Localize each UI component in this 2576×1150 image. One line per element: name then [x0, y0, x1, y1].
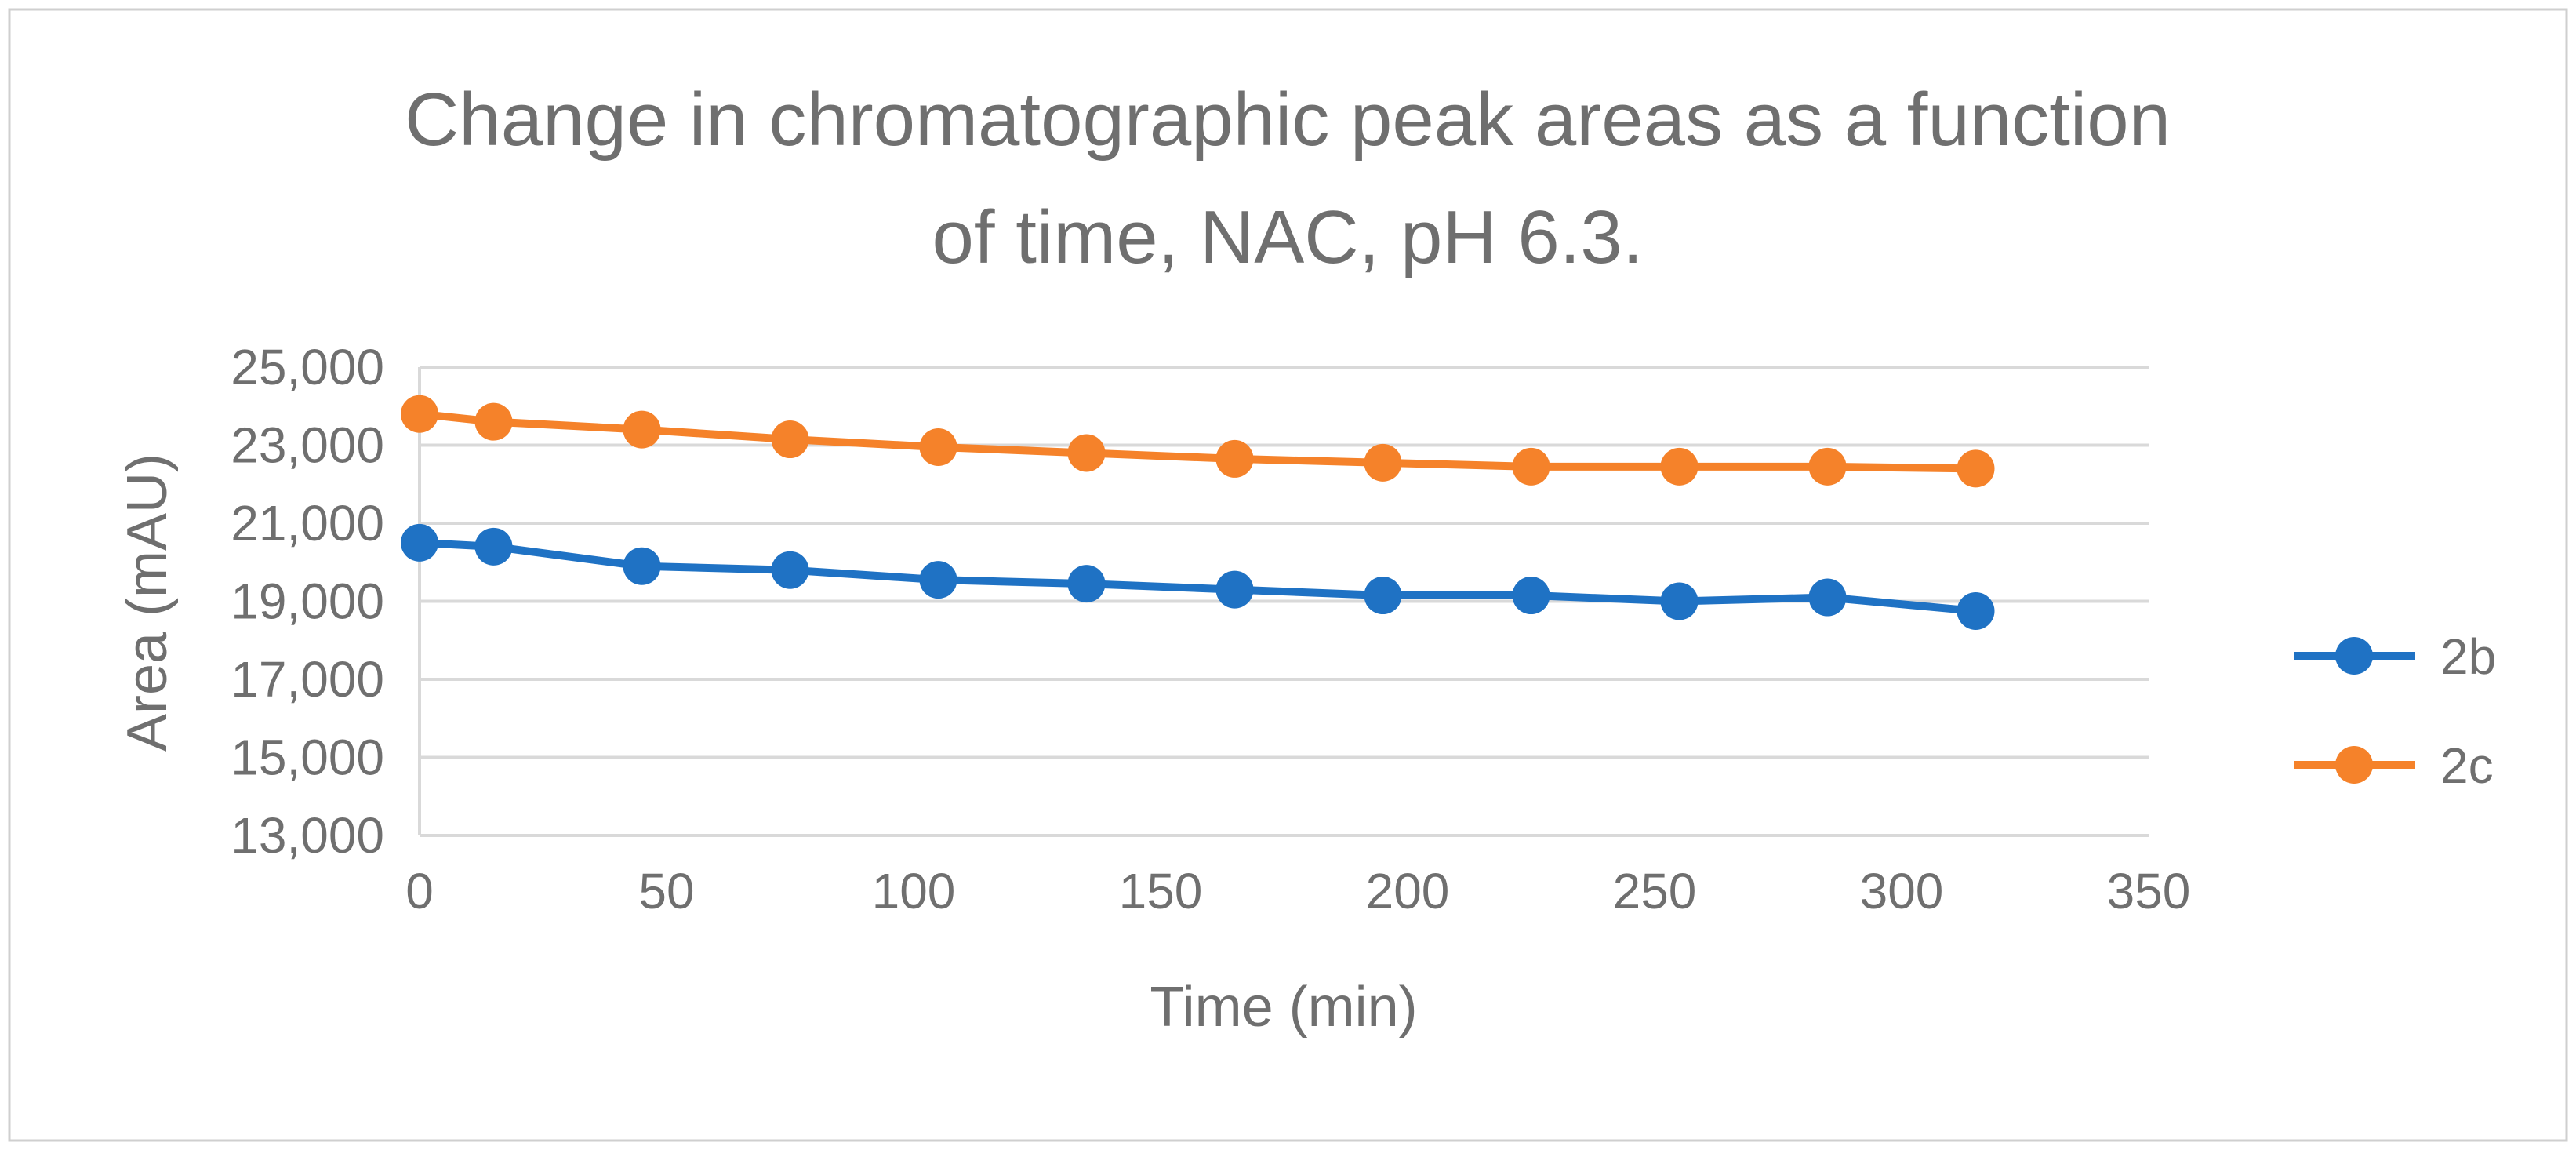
data-point-2b: [1215, 570, 1254, 609]
y-tick-label: 23,000: [231, 417, 384, 474]
y-axis-label: Area (mAU): [116, 453, 179, 752]
chart-frame: [8, 8, 2568, 1142]
x-tick-label: 50: [638, 863, 694, 919]
legend-swatch-marker: [2335, 637, 2373, 675]
data-point-2c: [1660, 447, 1699, 486]
data-point-2c: [1808, 447, 1847, 486]
data-point-2b: [1067, 565, 1106, 603]
legend-label: 2b: [2440, 628, 2496, 685]
data-point-2b: [623, 547, 661, 585]
data-point-2c: [771, 420, 809, 459]
gridlines: [420, 366, 2149, 759]
legend: 2b 2c: [2294, 628, 2496, 794]
y-tick-label: 13,000: [231, 807, 384, 864]
x-tick-label: 250: [1613, 863, 1697, 919]
data-point-2b: [1364, 577, 1402, 615]
x-tick-label: 350: [2107, 863, 2191, 919]
data-point-2b: [1808, 578, 1847, 617]
data-point-2c: [919, 428, 957, 466]
data-point-2c: [474, 402, 513, 441]
data-point-2b: [771, 551, 809, 589]
y-tick-labels: 13,000 15,000 17,000 19,000 21,000 23,000 25,0…: [231, 339, 384, 864]
data-point-2c: [1364, 443, 1402, 482]
series-2c: [401, 395, 1995, 488]
x-tick-label: 100: [872, 863, 956, 919]
y-tick-label: 21,000: [231, 495, 384, 551]
series-line-2b: [416, 538, 1980, 615]
x-tick-label: 150: [1119, 863, 1203, 919]
y-tick-label: 17,000: [231, 651, 384, 708]
axes: [418, 367, 2149, 837]
data-point-2b: [919, 561, 957, 599]
data-point-2c: [1215, 439, 1254, 478]
x-tick-labels: 0 50 100 150 200 250 300 350: [405, 863, 2190, 919]
legend-item-2b: 2b: [2294, 628, 2496, 685]
data-point-2b: [474, 527, 513, 566]
x-tick-label: 200: [1366, 863, 1450, 919]
series-line-2c: [416, 409, 1980, 473]
y-tick-label: 15,000: [231, 730, 384, 786]
legend-label: 2c: [2440, 737, 2494, 794]
data-point-2c: [1957, 449, 1995, 488]
x-axis-label: Time (min): [1150, 976, 1417, 1039]
data-point-2c: [1512, 447, 1550, 486]
data-point-2c: [1067, 434, 1106, 472]
chart-title-line-2: of time, NAC, pH 6.3.: [932, 195, 1644, 279]
y-tick-label: 25,000: [231, 339, 384, 395]
x-tick-label: 300: [1860, 863, 1944, 919]
legend-item-2c: 2c: [2294, 737, 2494, 794]
data-point-2b: [1660, 582, 1699, 620]
data-point-2b: [1957, 591, 1995, 630]
series-layer: [401, 395, 1995, 630]
series-2b: [401, 523, 1995, 630]
data-point-2b: [1512, 577, 1550, 615]
data-point-2c: [401, 395, 438, 433]
legend-swatch-marker: [2335, 746, 2373, 784]
y-tick-label: 19,000: [231, 573, 384, 630]
x-tick-label: 0: [405, 863, 434, 919]
data-point-2b: [401, 523, 438, 562]
data-point-2c: [623, 410, 661, 449]
chart-title-line-1: Change in chromatographic peak areas as …: [405, 78, 2171, 162]
